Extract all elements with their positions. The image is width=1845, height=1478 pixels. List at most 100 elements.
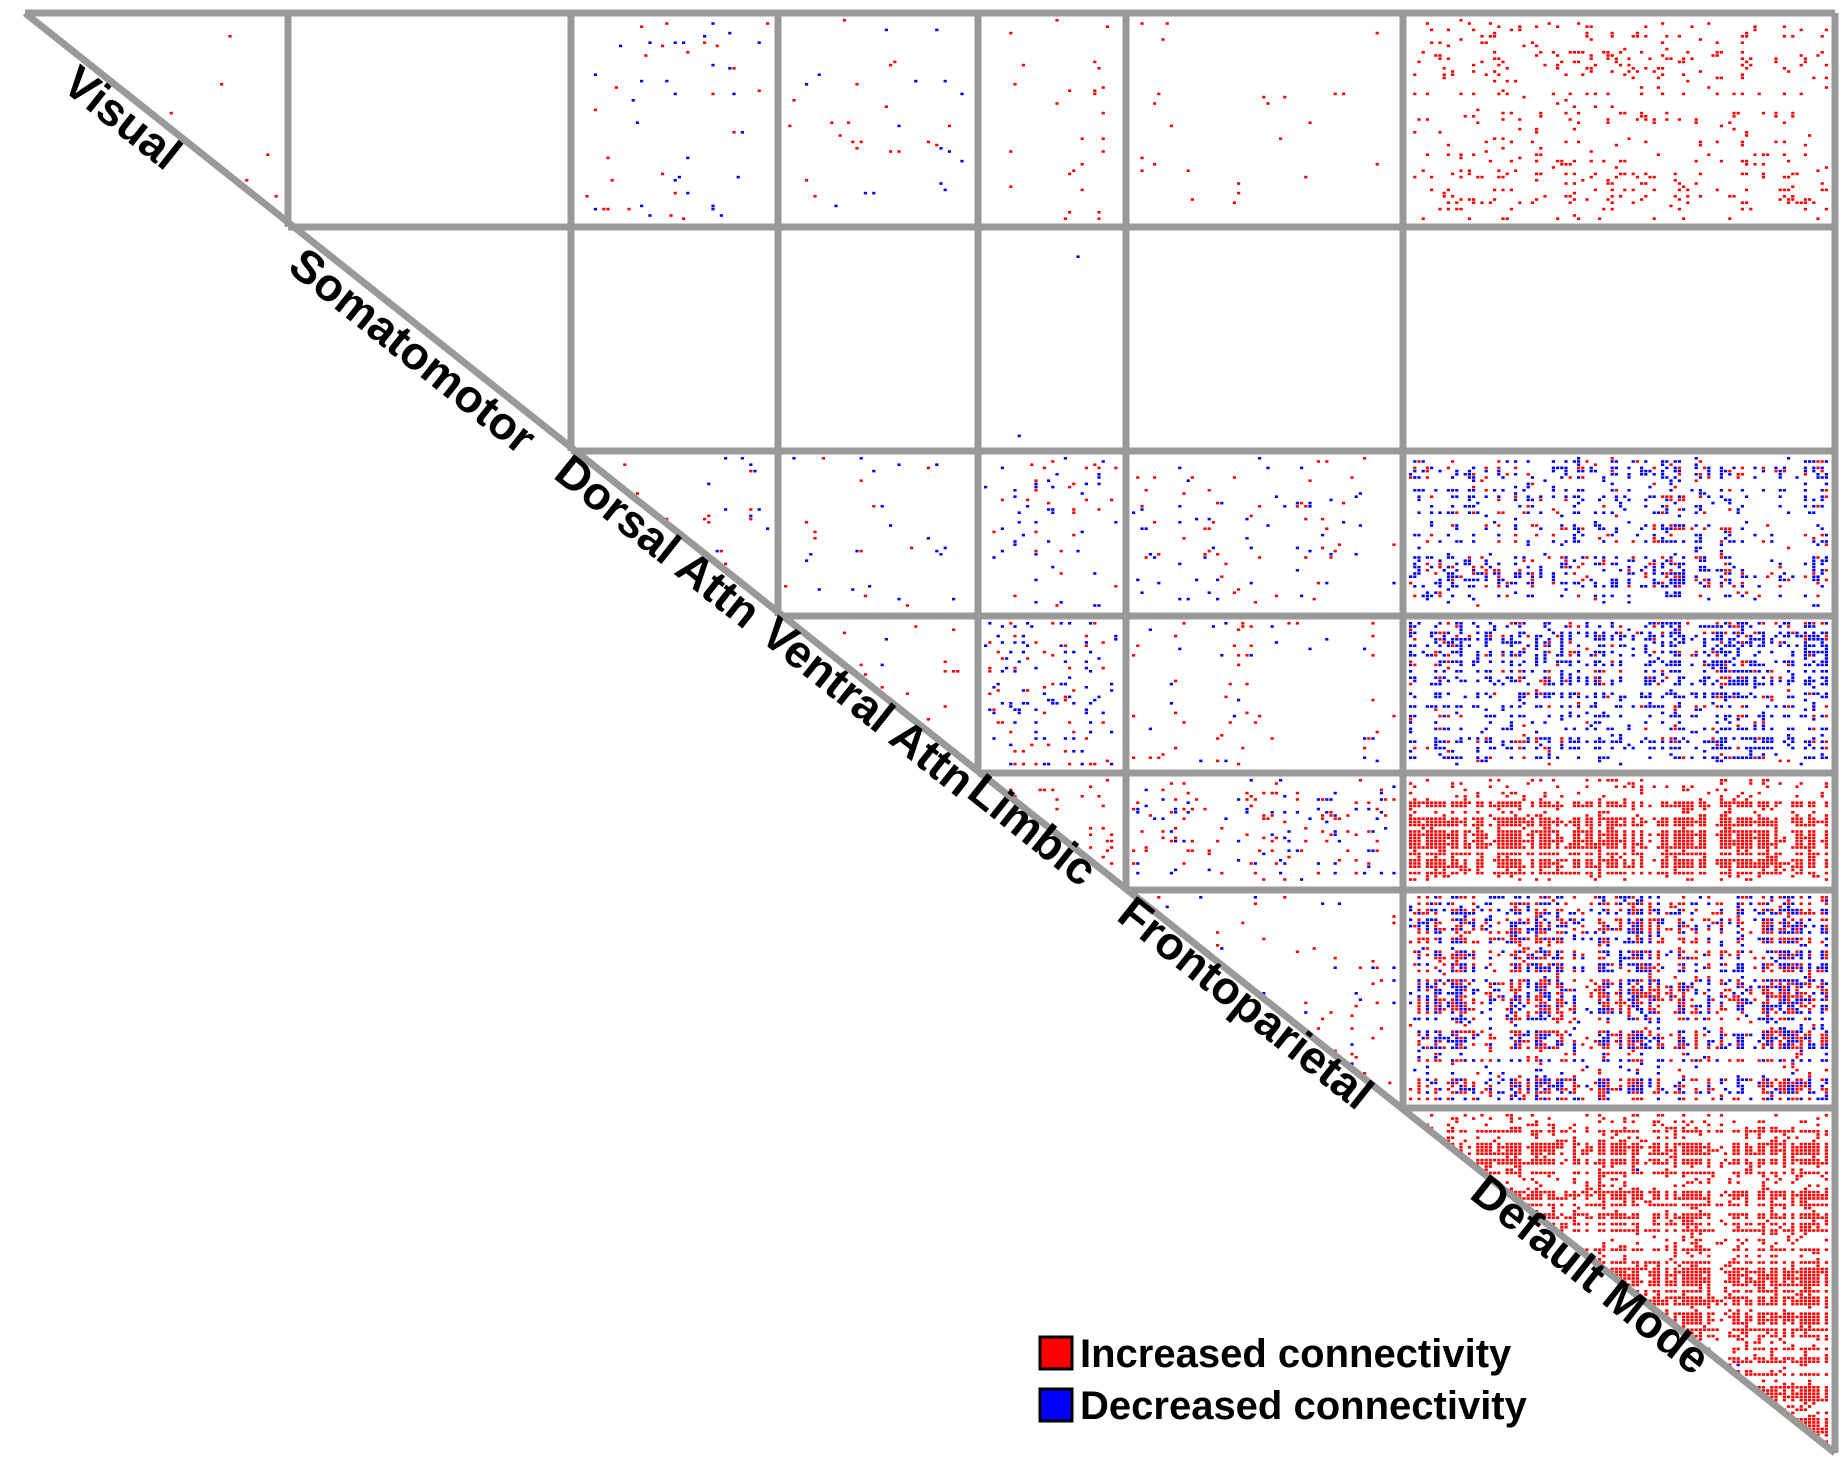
- cell: [1669, 727, 1673, 731]
- cell: [1644, 695, 1648, 699]
- cell: [1556, 466, 1560, 470]
- cell: [1514, 896, 1518, 899]
- cell: [1770, 638, 1774, 641]
- cell: [1451, 641, 1455, 644]
- cell: [1686, 201, 1690, 204]
- cell: [1774, 660, 1778, 663]
- cell: [1186, 811, 1190, 814]
- cell: [1610, 727, 1614, 731]
- cell: [1253, 871, 1257, 875]
- cell: [1476, 759, 1480, 763]
- cell: [1207, 549, 1211, 553]
- cell: [1824, 817, 1828, 820]
- cell: [1774, 846, 1778, 849]
- cell: [1463, 559, 1467, 562]
- cell: [1413, 740, 1417, 743]
- cell: [1732, 670, 1736, 673]
- cell: [1321, 517, 1325, 521]
- cell: [1757, 817, 1761, 820]
- cell: [1484, 489, 1488, 492]
- cell: [1627, 601, 1631, 604]
- cell: [1526, 511, 1530, 514]
- cell: [1455, 843, 1459, 846]
- cell: [1581, 51, 1585, 54]
- cell: [1568, 650, 1572, 654]
- cell: [1761, 663, 1765, 667]
- cell: [1409, 473, 1413, 476]
- cell: [1476, 795, 1480, 798]
- cell: [1110, 689, 1114, 692]
- cell: [1279, 137, 1283, 140]
- cell: [1803, 654, 1807, 657]
- cell: [1791, 817, 1795, 820]
- cell: [1560, 714, 1564, 718]
- cell: [1413, 565, 1417, 569]
- cell: [1824, 692, 1828, 695]
- cell: [1266, 102, 1270, 105]
- cell: [1820, 188, 1824, 192]
- cell: [1614, 836, 1618, 840]
- cell: [1631, 705, 1635, 708]
- cell: [1589, 846, 1593, 849]
- cell: [1745, 878, 1749, 881]
- cell: [1514, 169, 1518, 172]
- cell: [1665, 859, 1669, 862]
- cell: [1425, 817, 1429, 820]
- cell: [1455, 912, 1459, 915]
- cell: [1526, 918, 1530, 921]
- cell: [1631, 540, 1635, 543]
- cell: [1480, 175, 1484, 179]
- cell: [1295, 505, 1299, 508]
- cell: [1778, 862, 1782, 865]
- cell: [1530, 836, 1534, 840]
- cell: [1101, 137, 1105, 140]
- cell: [1241, 921, 1245, 925]
- cell: [1413, 836, 1417, 840]
- cell: [1761, 111, 1765, 115]
- cell: [1711, 746, 1715, 750]
- cell: [1694, 714, 1698, 718]
- cell: [1598, 670, 1602, 673]
- cell: [1593, 581, 1597, 585]
- cell: [1703, 871, 1707, 875]
- block-2-5: [1132, 457, 1396, 604]
- cell: [1719, 839, 1723, 843]
- cell: [1535, 695, 1539, 699]
- cell: [1522, 746, 1526, 750]
- cell: [1455, 489, 1459, 492]
- cell: [1724, 862, 1728, 865]
- cell: [1480, 759, 1484, 763]
- cell: [1661, 843, 1665, 846]
- cell: [1803, 912, 1807, 915]
- cell: [1614, 779, 1618, 782]
- cell: [1530, 201, 1534, 204]
- cell: [1564, 140, 1568, 144]
- cell: [1585, 676, 1589, 679]
- cell: [1409, 682, 1413, 686]
- cell: [1610, 182, 1614, 185]
- cell: [1446, 466, 1450, 470]
- cell: [1417, 871, 1421, 875]
- cell: [1207, 517, 1211, 521]
- cell: [1543, 660, 1547, 663]
- cell: [1497, 466, 1501, 470]
- cell: [1295, 798, 1299, 801]
- cell: [1425, 908, 1429, 912]
- cell: [1245, 791, 1249, 795]
- cell: [1434, 820, 1438, 824]
- cell: [1648, 660, 1652, 663]
- cell: [1589, 469, 1593, 473]
- cell: [1673, 746, 1677, 750]
- cell: [1593, 188, 1597, 192]
- cell: [1682, 839, 1686, 843]
- cell: [1761, 839, 1765, 843]
- cell: [1640, 86, 1644, 89]
- cell: [1644, 663, 1648, 667]
- cell: [1698, 594, 1702, 598]
- cell: [1072, 650, 1076, 654]
- cell: [1560, 679, 1564, 683]
- cell: [715, 549, 719, 553]
- cell: [1543, 644, 1547, 647]
- cell: [1509, 207, 1513, 211]
- cell: [1602, 511, 1606, 514]
